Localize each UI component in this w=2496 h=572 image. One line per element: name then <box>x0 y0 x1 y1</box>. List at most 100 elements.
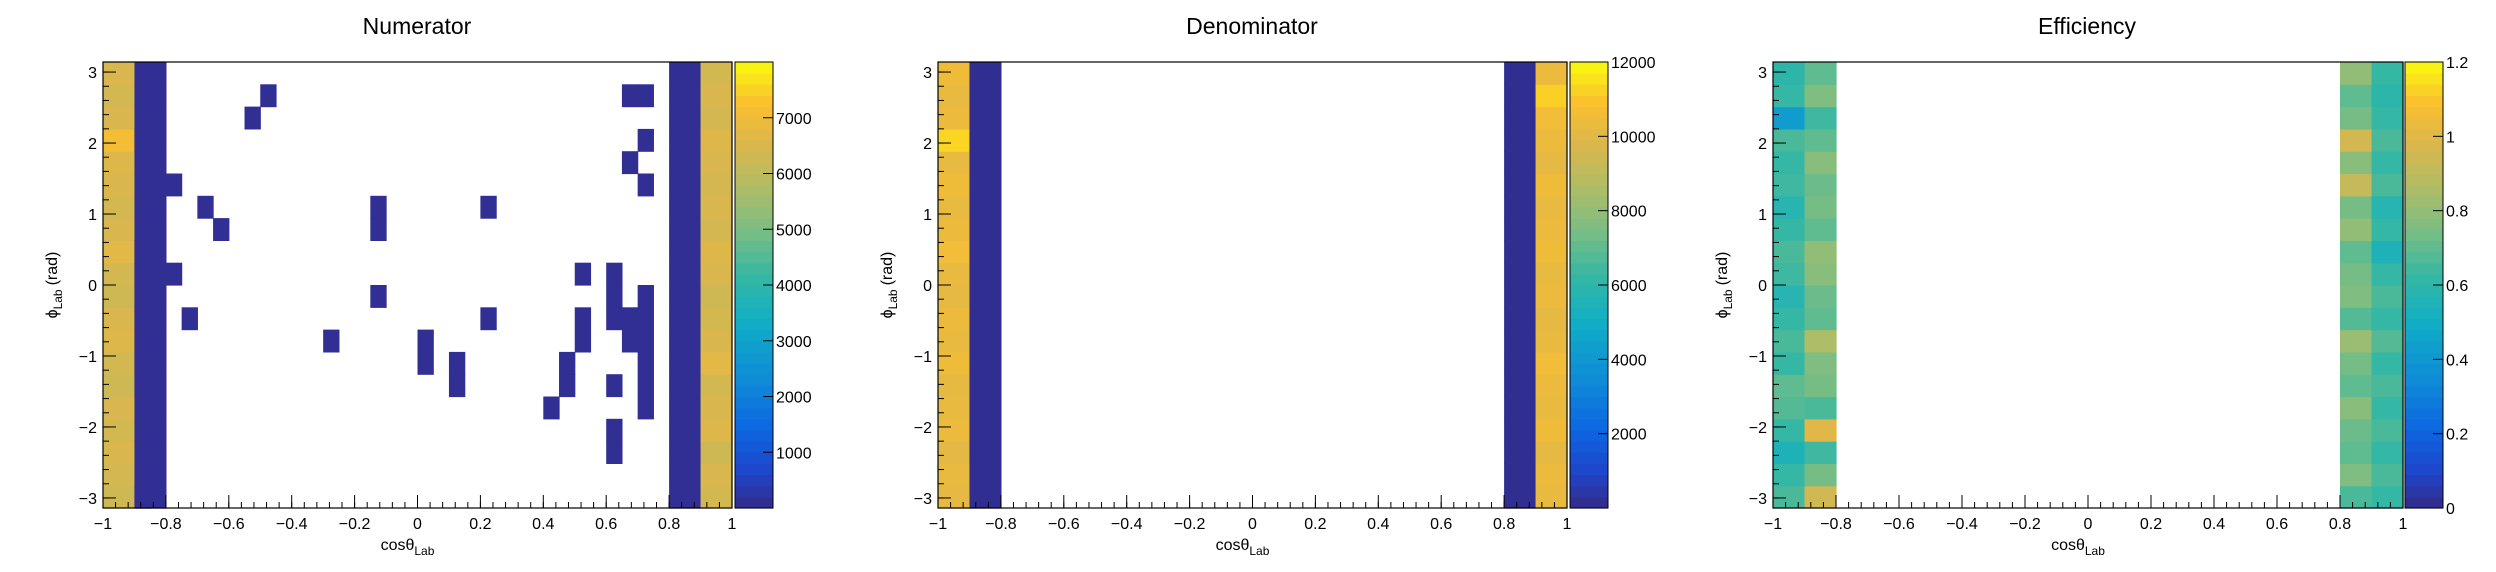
heatmap-cell <box>606 374 623 398</box>
color-bar-band <box>2405 418 2443 431</box>
heatmap-cell <box>1804 62 1837 85</box>
heatmap-cell <box>1504 307 1537 331</box>
heatmap-cell <box>1504 418 1537 442</box>
heatmap-cell <box>2371 485 2404 509</box>
color-bar-band <box>1570 206 1608 219</box>
x-tick-label: 0.8 <box>2329 516 2351 533</box>
heatmap-cell <box>134 441 167 464</box>
color-bar-band <box>2405 84 2443 97</box>
heatmap-cell <box>2371 463 2404 487</box>
color-bar-band <box>735 218 773 230</box>
y-tick-label: −2 <box>79 420 97 437</box>
color-bar-band <box>735 463 773 476</box>
x-tick-label: −0.4 <box>1946 516 1978 533</box>
heatmap-cell <box>969 173 1002 197</box>
color-bar-band <box>2405 296 2443 308</box>
heatmap-cell <box>134 351 151 375</box>
heatmap-cell <box>969 485 1002 509</box>
heatmap-cell <box>700 307 733 331</box>
heatmap-cell <box>669 307 702 331</box>
color-bar-band <box>2405 363 2443 375</box>
heatmap-cell <box>938 106 971 130</box>
heatmap-cell <box>2371 351 2404 375</box>
color-bar-band <box>1570 452 1608 464</box>
heatmap-cell <box>448 374 466 398</box>
heatmap-cell <box>1504 195 1537 219</box>
heatmap-cell <box>103 396 136 420</box>
heatmap-cell <box>1804 262 1837 286</box>
heatmap-cell <box>150 262 167 286</box>
color-bar-band <box>735 195 773 208</box>
heatmap-cell <box>700 240 733 264</box>
heatmap-cell <box>621 307 639 331</box>
heatmap-cell <box>134 463 167 487</box>
heatmap-cell <box>2340 351 2373 375</box>
heatmap-cell <box>134 62 167 85</box>
heatmap-cell <box>134 374 151 398</box>
color-bar-band <box>1570 106 1608 119</box>
heatmap-cell <box>700 485 733 509</box>
heatmap-cell <box>700 463 733 487</box>
heatmap-cell <box>2340 396 2373 420</box>
heatmap-cell <box>2371 418 2404 442</box>
color-bar-band <box>1570 229 1608 241</box>
heatmap-cell <box>134 485 151 509</box>
color-bar-band <box>2405 273 2443 286</box>
heatmap-cell <box>2340 62 2373 85</box>
heatmap-cell <box>2340 173 2373 197</box>
heatmap-cell <box>669 151 702 175</box>
heatmap-cell <box>1504 374 1537 398</box>
color-bar-band <box>1570 173 1608 186</box>
y-tick-label: −2 <box>1749 420 1767 437</box>
heatmap-cell <box>1504 285 1537 308</box>
heatmap-cell <box>480 307 497 331</box>
heatmap-cell <box>1773 218 1806 241</box>
panel-title: Numerator <box>363 13 472 39</box>
heatmap-cell <box>134 307 151 331</box>
heatmap-cell <box>938 195 971 219</box>
color-bar-band <box>735 206 773 219</box>
color-bar-band <box>1570 162 1608 175</box>
color-bar-band <box>735 418 773 431</box>
color-bar-band <box>2405 318 2443 331</box>
heatmap-cell <box>323 329 340 353</box>
x-tick-label: 0.2 <box>1304 516 1326 533</box>
heatmap-cell <box>2340 418 2373 442</box>
heatmap-cell <box>1504 62 1537 85</box>
y-axis-label-sub: Lab <box>51 289 65 309</box>
heatmap-cell <box>669 463 702 487</box>
heatmap-cell <box>669 62 702 85</box>
y-tick-label: 3 <box>88 65 97 82</box>
y-axis-label-main: ϕ <box>1714 309 1731 318</box>
color-bar-band <box>2405 407 2443 420</box>
heatmap-cell <box>2340 240 2373 264</box>
y-tick-label: −3 <box>79 491 97 508</box>
heatmap-cell <box>417 351 434 375</box>
heatmap-cell <box>2371 195 2404 219</box>
heatmap-cell <box>1804 329 1837 353</box>
color-bar-band <box>1570 128 1608 141</box>
heatmap-cell <box>1535 151 1568 175</box>
heatmap-cell <box>669 418 702 442</box>
heatmap-cell <box>103 285 136 308</box>
heatmap-cell <box>1804 128 1837 152</box>
heatmap-cell <box>969 262 1002 286</box>
x-tick-label: −1 <box>94 516 112 533</box>
heatmap-cell <box>637 84 654 108</box>
y-tick-label: 1 <box>923 207 932 224</box>
color-bar-band <box>735 296 773 308</box>
x-tick-label: 0.4 <box>1367 516 1389 533</box>
color-bar-band <box>735 407 773 420</box>
heatmap-cell <box>1773 195 1806 219</box>
color-bar-band <box>735 396 773 409</box>
heatmap-cell <box>938 173 971 197</box>
heatmap-cell <box>669 218 702 241</box>
heatmap-cell <box>969 374 1002 398</box>
heatmap-cell <box>637 128 654 152</box>
heatmap-cell <box>559 351 576 375</box>
x-tick-label: 0.2 <box>469 516 491 533</box>
color-bar-band <box>1570 441 1608 453</box>
heatmap-cell <box>1773 285 1806 308</box>
color-bar-band <box>1570 496 1608 509</box>
y-tick-label: −1 <box>914 349 932 366</box>
